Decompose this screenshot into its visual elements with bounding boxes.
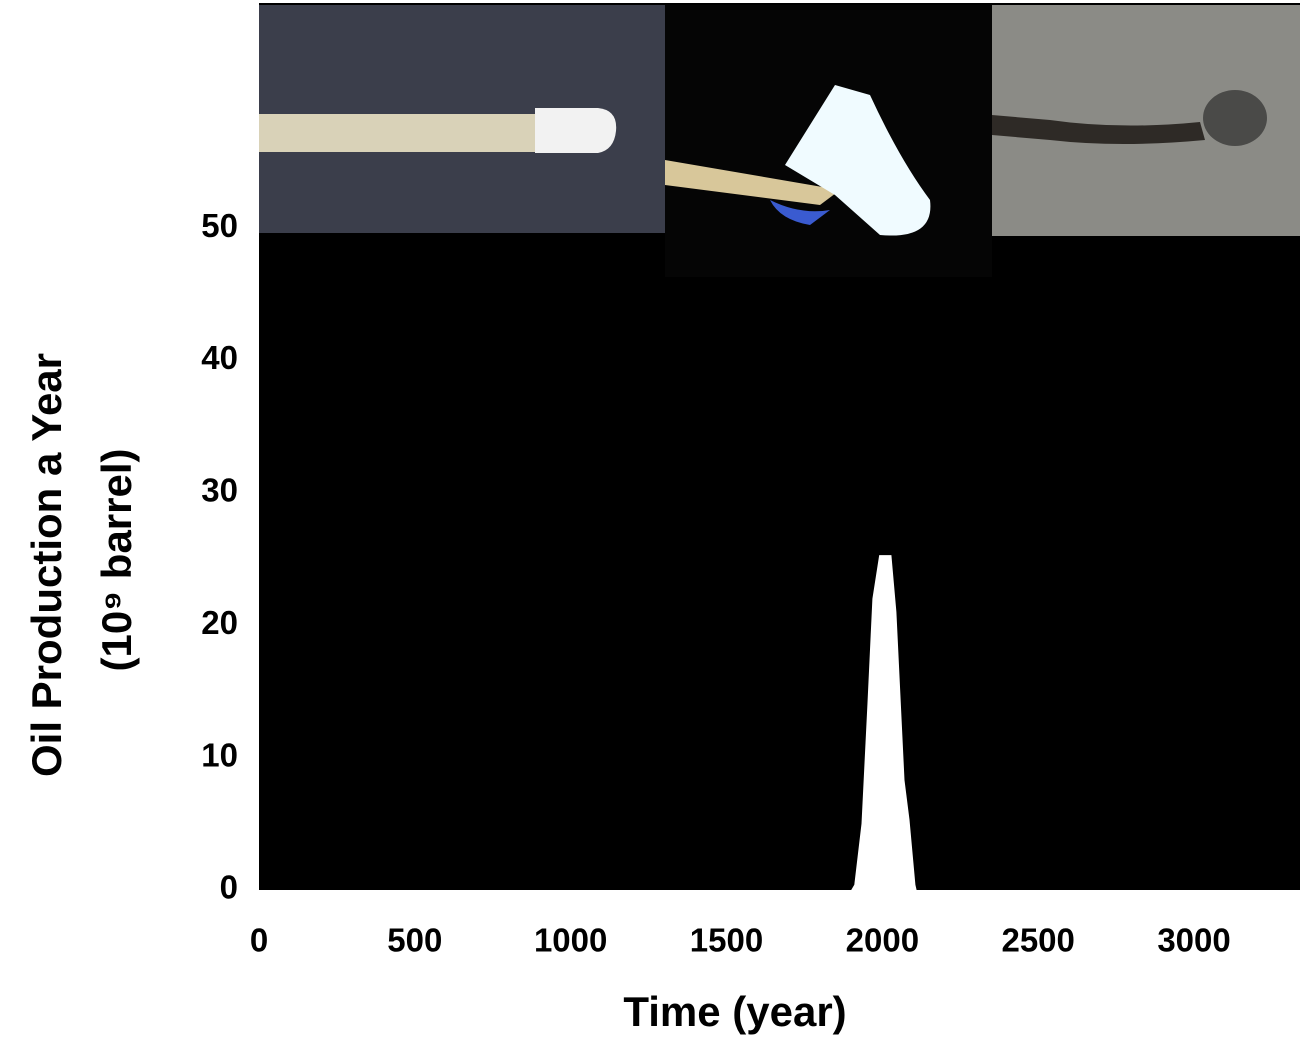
x-tick-label: 2500 xyxy=(1001,922,1074,959)
match-stick xyxy=(665,160,840,205)
match-stick xyxy=(259,114,549,152)
y-tick-label: 30 xyxy=(201,472,238,509)
match-head xyxy=(535,108,617,153)
y-tick-label: 20 xyxy=(201,604,238,641)
y-tick-label: 50 xyxy=(201,207,238,244)
flame-blue xyxy=(770,200,830,225)
x-tick-label: 500 xyxy=(387,922,442,959)
y-tick-label: 0 xyxy=(220,869,238,906)
y-tick-label: 10 xyxy=(201,736,238,773)
flame xyxy=(785,85,931,236)
x-tick-label: 0 xyxy=(250,922,268,959)
y-axis-title: Oil Production a Year xyxy=(23,353,70,777)
x-tick-label: 3000 xyxy=(1157,922,1230,959)
x-axis-title: Time (year) xyxy=(623,988,846,1035)
x-tick-label: 2000 xyxy=(846,922,919,959)
y-axis-title: (10⁹ barrel) xyxy=(93,448,140,671)
x-tick-label: 1000 xyxy=(534,922,607,959)
x-tick-label: 1500 xyxy=(690,922,763,959)
burnt-head xyxy=(1203,90,1267,146)
burnt-stick xyxy=(992,115,1205,144)
photos xyxy=(259,5,1300,277)
y-tick-label: 40 xyxy=(201,339,238,376)
